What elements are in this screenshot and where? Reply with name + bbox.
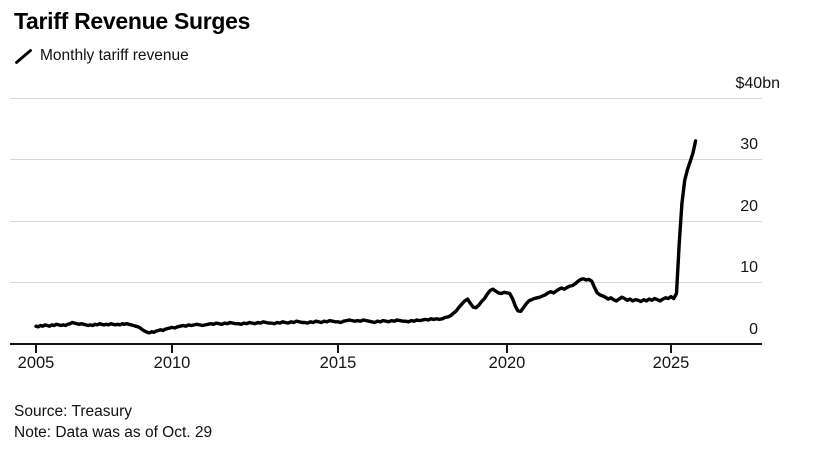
zero-baseline xyxy=(10,343,762,345)
x-axis-label-2015: 2015 xyxy=(319,354,357,372)
x-tick-2015 xyxy=(337,345,339,353)
y-axis-label-10: 10 xyxy=(740,259,758,277)
y-axis-label-30: 30 xyxy=(740,136,758,154)
legend: Monthly tariff revenue xyxy=(14,47,189,65)
x-tick-2025 xyxy=(670,345,672,353)
x-tick-2020 xyxy=(506,345,508,353)
gridline-10 xyxy=(10,282,762,284)
legend-series-label: Monthly tariff revenue xyxy=(40,47,189,64)
y-axis-label-20: 20 xyxy=(740,197,758,215)
x-tick-2005 xyxy=(35,345,37,353)
note-text: Note: Data was as of Oct. 29 xyxy=(14,424,213,441)
y-axis-label-40: $40bn xyxy=(735,74,781,92)
source-text: Source: Treasury xyxy=(14,403,133,420)
chart-title: Tariff Revenue Surges xyxy=(14,8,251,34)
x-axis-label-2010: 2010 xyxy=(153,354,191,372)
gridline-30 xyxy=(10,159,762,161)
footer-notes: Source: Treasury Note: Data was as of Oc… xyxy=(14,401,212,443)
gridline-20 xyxy=(10,220,762,222)
gridline-40 xyxy=(10,97,762,99)
monthly-tariff-revenue-line xyxy=(34,139,698,335)
x-tick-2010 xyxy=(171,345,173,353)
x-axis-label-2025: 2025 xyxy=(652,354,690,372)
y-axis-label-0: 0 xyxy=(749,321,758,338)
line-sample-icon xyxy=(14,48,33,65)
x-axis-label-2020: 2020 xyxy=(488,354,526,372)
x-axis-label-2005: 2005 xyxy=(17,354,55,372)
